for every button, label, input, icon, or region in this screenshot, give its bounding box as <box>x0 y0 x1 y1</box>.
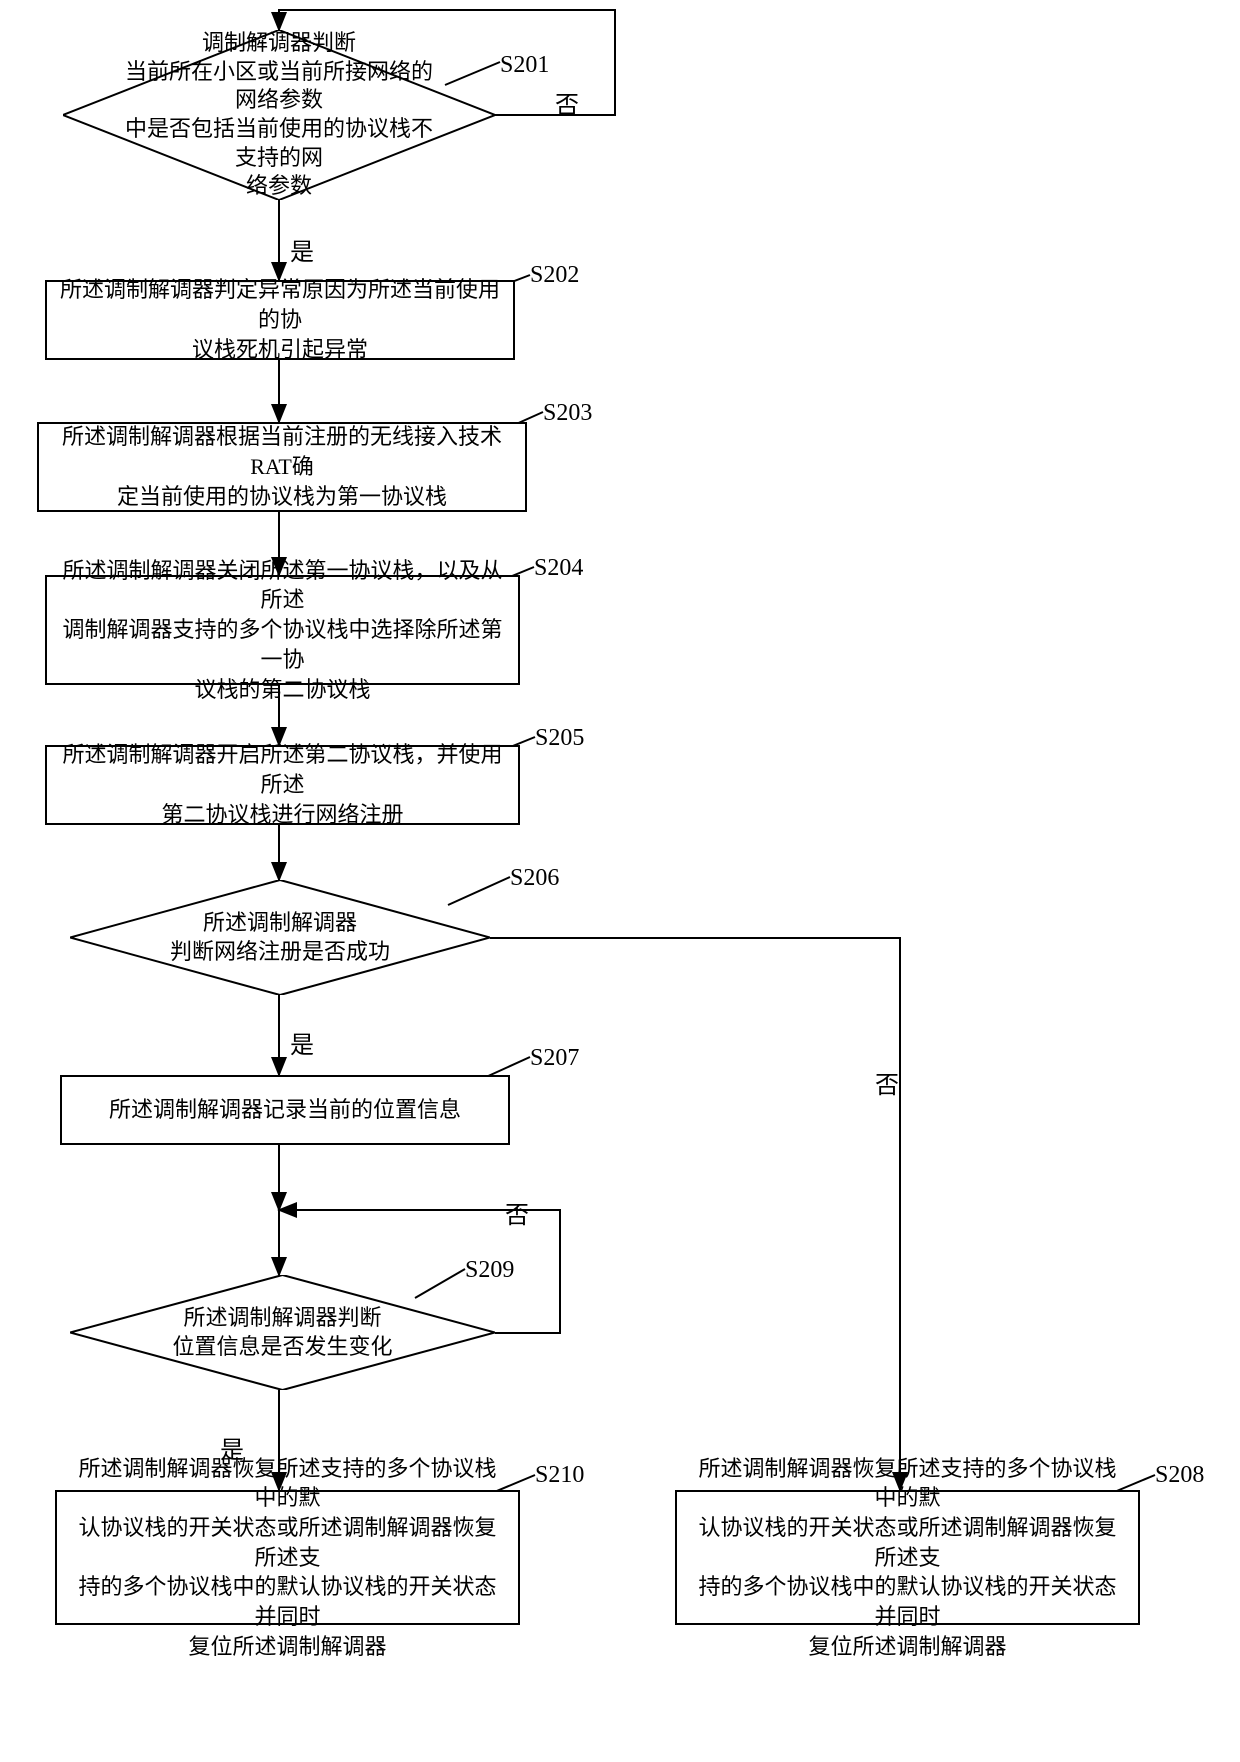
step-label-s203: S203 <box>543 400 592 427</box>
edge-label: 否 <box>505 1195 529 1230</box>
node-s204: 所述调制解调器关闭所述第一协议栈，以及从所述 调制解调器支持的多个协议栈中选择除… <box>45 575 520 685</box>
node-s210: 所述调制解调器恢复所述支持的多个协议栈中的默 认协议栈的开关状态或所述调制解调器… <box>55 1490 520 1625</box>
node-s201: 调制解调器判断 当前所在小区或当前所接网络的网络参数 中是否包括当前使用的协议栈… <box>63 30 495 200</box>
edge-label: 否 <box>875 1065 899 1100</box>
edge-label: 是 <box>220 1430 244 1465</box>
edge <box>490 938 900 1490</box>
node-text: 所述调制解调器判定异常原因为所述当前使用的协 议栈死机引起异常 <box>59 275 501 364</box>
edge-label: 是 <box>290 1025 314 1060</box>
node-s205: 所述调制解调器开启所述第二协议栈，并使用所述 第二协议栈进行网络注册 <box>45 745 520 825</box>
node-text: 所述调制解调器根据当前注册的无线接入技术RAT确 定当前使用的协议栈为第一协议栈 <box>51 422 513 511</box>
step-label-s209: S209 <box>465 1257 514 1284</box>
node-s209: 所述调制解调器判断 位置信息是否发生变化 <box>70 1275 495 1390</box>
edge-label: 是 <box>290 232 314 267</box>
step-label-s206: S206 <box>510 865 559 892</box>
node-text: 所述调制解调器记录当前的位置信息 <box>109 1095 461 1125</box>
step-label-s208: S208 <box>1155 1462 1204 1489</box>
node-text: 所述调制解调器恢复所述支持的多个协议栈中的默 认协议栈的开关状态或所述调制解调器… <box>69 1454 506 1662</box>
node-text: 所述调制解调器关闭所述第一协议栈，以及从所述 调制解调器支持的多个协议栈中选择除… <box>59 556 506 704</box>
flowchart-canvas: 调制解调器判断 当前所在小区或当前所接网络的网络参数 中是否包括当前使用的协议栈… <box>0 0 1240 1762</box>
node-s206: 所述调制解调器 判断网络注册是否成功 <box>70 880 490 995</box>
node-text: 所述调制解调器开启所述第二协议栈，并使用所述 第二协议栈进行网络注册 <box>59 740 506 829</box>
step-label-s207: S207 <box>530 1045 579 1072</box>
node-s203: 所述调制解调器根据当前注册的无线接入技术RAT确 定当前使用的协议栈为第一协议栈 <box>37 422 527 512</box>
node-text: 所述调制解调器判断 位置信息是否发生变化 <box>172 1304 392 1361</box>
edge-label: 否 <box>555 85 579 120</box>
step-label-s210: S210 <box>535 1462 584 1489</box>
step-label-s204: S204 <box>534 555 583 582</box>
node-text: 所述调制解调器恢复所述支持的多个协议栈中的默 认协议栈的开关状态或所述调制解调器… <box>689 1454 1126 1662</box>
node-text: 所述调制解调器 判断网络注册是否成功 <box>170 909 390 966</box>
step-label-s202: S202 <box>530 262 579 289</box>
step-label-s205: S205 <box>535 725 584 752</box>
node-s202: 所述调制解调器判定异常原因为所述当前使用的协 议栈死机引起异常 <box>45 280 515 360</box>
node-s207: 所述调制解调器记录当前的位置信息 <box>60 1075 510 1145</box>
node-text: 调制解调器判断 当前所在小区或当前所接网络的网络参数 中是否包括当前使用的协议栈… <box>123 29 435 201</box>
step-label-s201: S201 <box>500 52 549 79</box>
node-s208: 所述调制解调器恢复所述支持的多个协议栈中的默 认协议栈的开关状态或所述调制解调器… <box>675 1490 1140 1625</box>
